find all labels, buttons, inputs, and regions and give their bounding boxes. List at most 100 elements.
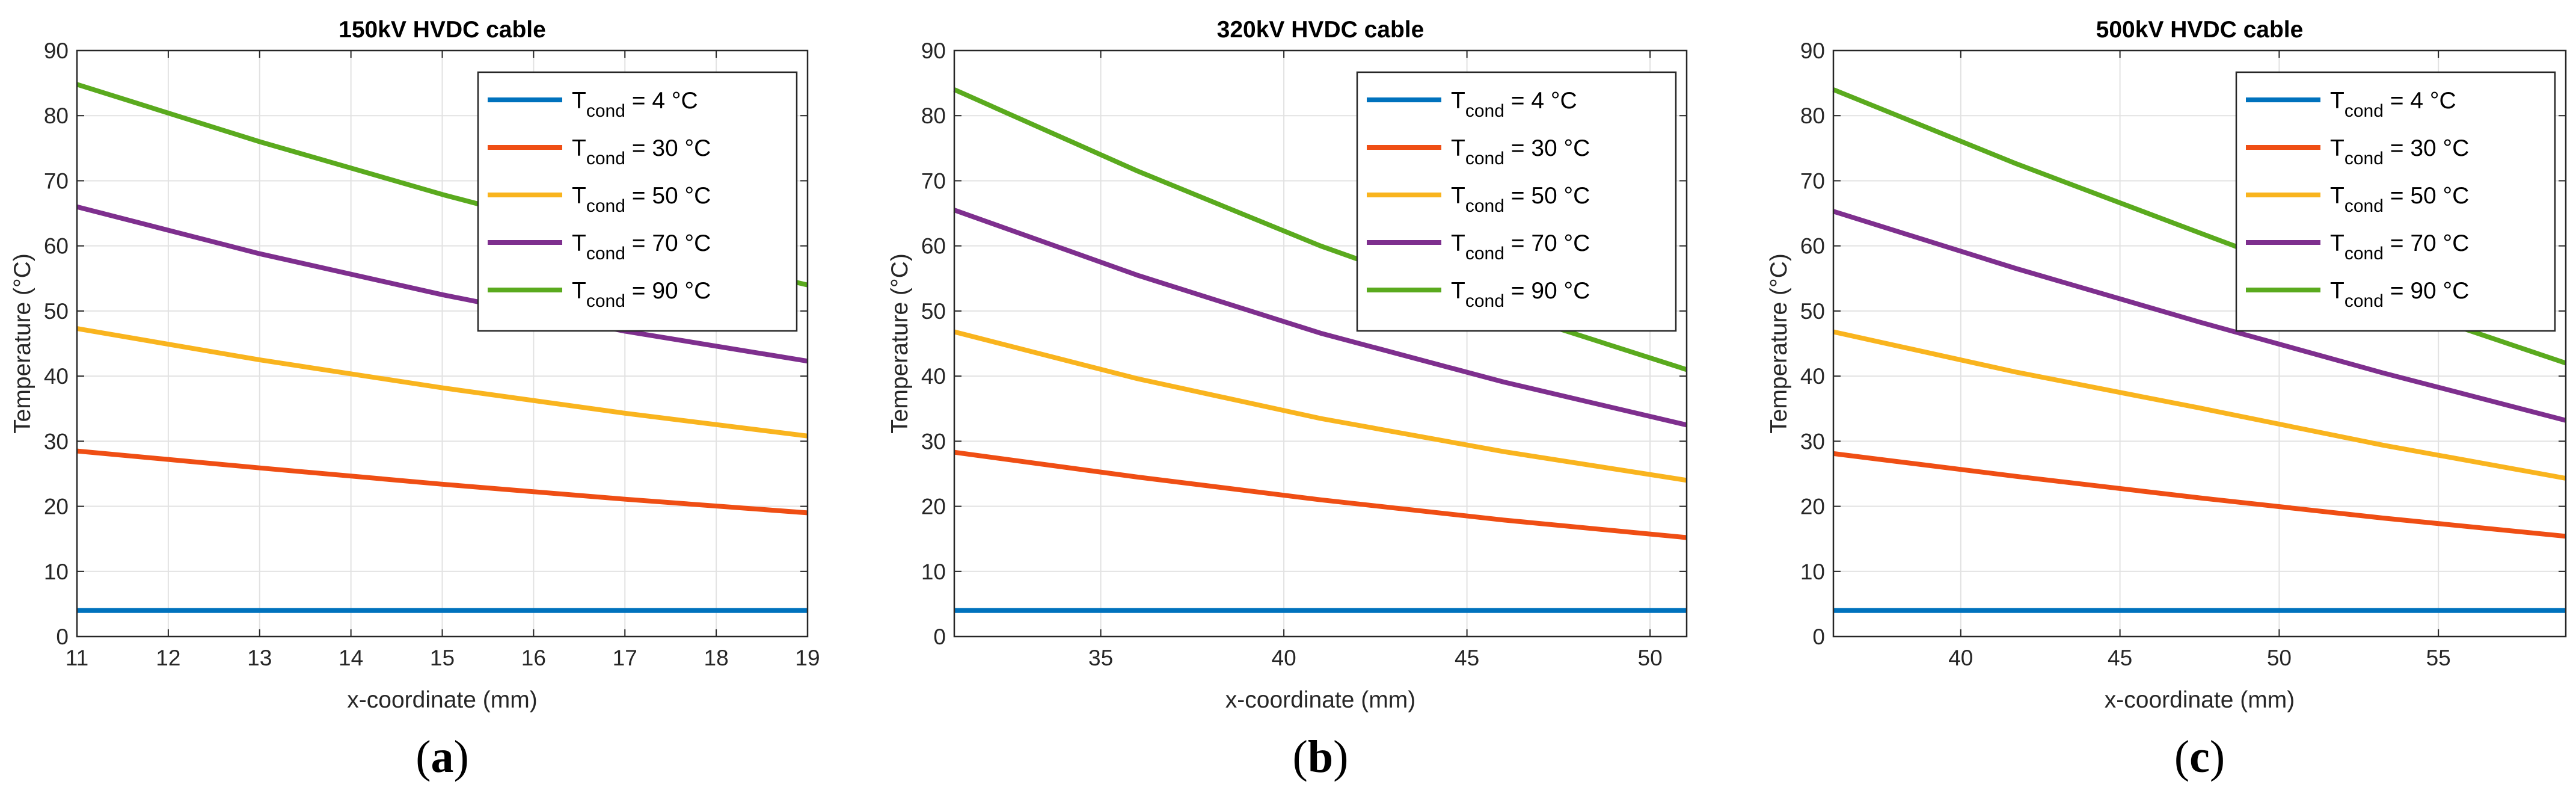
panel-label: (b) — [1293, 732, 1349, 782]
chart-panel-1: 0 10 20 30 40 50 60 70 80 90 11 12 13 14 15 16 17 18 19 150… — [10, 17, 820, 782]
panel-label-close: ) — [454, 732, 469, 782]
legend-label-prefix: T — [2330, 278, 2344, 304]
legend-label-value: = 30 °C — [2384, 135, 2469, 161]
y-tick-label: 50 — [1800, 299, 1825, 324]
legend-label-subscript: cond — [2344, 196, 2384, 216]
ticks: 0 10 20 30 40 50 60 70 80 90 11 12 13 14 15 16 17 18 19 — [44, 39, 820, 670]
x-tick-label: 11 — [66, 646, 88, 670]
legend-label-subscript: cond — [2344, 101, 2384, 121]
legend-label-value: = 30 °C — [1504, 135, 1590, 161]
legend-item: Tcond = 30 °C — [488, 135, 711, 168]
legend-label-prefix: T — [1451, 88, 1465, 114]
x-tick-label: 35 — [1088, 646, 1113, 670]
x-tick-label: 18 — [704, 646, 729, 670]
x-tick-label: 50 — [2267, 646, 2292, 670]
y-tick-label: 70 — [921, 168, 946, 193]
series-line-yellow — [76, 326, 808, 439]
panel-label-open: ( — [2174, 732, 2189, 782]
y-tick-label: 60 — [1800, 234, 1825, 259]
series-line-purple — [76, 204, 808, 364]
legend-label: Tcond = 4 °C — [1451, 88, 1577, 121]
legend-label: Tcond = 50 °C — [572, 183, 711, 216]
legend-label-value: = 4 °C — [1504, 88, 1577, 114]
legend-label-subscript: cond — [1465, 196, 1504, 216]
y-tick-label: 10 — [1800, 560, 1825, 584]
axes-box — [953, 49, 1688, 638]
x-tick-label: 45 — [1455, 646, 1479, 670]
x-tick-label: 19 — [795, 646, 820, 670]
chart-title: 500kV HVDC cable — [2096, 17, 2304, 43]
y-tick-label: 20 — [44, 495, 69, 519]
legend-label-subscript: cond — [1465, 244, 1504, 264]
legend-label-subscript: cond — [1465, 149, 1504, 168]
series-line-orange — [1833, 451, 2566, 539]
legend-item: Tcond = 4 °C — [1367, 88, 1577, 121]
legend-item: Tcond = 4 °C — [2246, 88, 2456, 121]
y-tick-label: 70 — [1800, 168, 1825, 193]
series-line-yellow — [1833, 329, 2566, 481]
y-tick-label: 80 — [1800, 103, 1825, 128]
x-tick-label: 40 — [1272, 646, 1296, 670]
series-line-orange — [76, 448, 808, 516]
y-tick-label: 20 — [921, 495, 946, 519]
y-tick-label: 40 — [1800, 364, 1825, 389]
x-tick-label: 40 — [1948, 646, 1973, 670]
y-tick-label: 60 — [921, 234, 946, 259]
y-tick-label: 0 — [1812, 625, 1825, 649]
x-tick-label: 16 — [521, 646, 546, 670]
legend-label: Tcond = 30 °C — [572, 135, 711, 168]
x-tick-label: 45 — [2108, 646, 2132, 670]
legend-label-value: = 30 °C — [625, 135, 711, 161]
legend-label-value: = 50 °C — [1504, 183, 1590, 209]
legend-label-prefix: T — [1451, 135, 1465, 161]
panel-label-letter: a — [431, 732, 454, 782]
x-tick-label: 13 — [247, 646, 272, 670]
legend-label-prefix: T — [572, 183, 586, 209]
legend-item: Tcond = 70 °C — [2246, 230, 2469, 264]
legend-label: Tcond = 50 °C — [2330, 183, 2469, 216]
x-tick-label: 14 — [339, 646, 363, 670]
legend-item: Tcond = 90 °C — [488, 278, 711, 311]
legend-label-value: = 70 °C — [2384, 230, 2469, 256]
y-tick-label: 90 — [44, 39, 69, 63]
panel-label: (a) — [416, 732, 469, 782]
panel-label-close: ) — [2210, 732, 2225, 782]
x-tick-label: 50 — [1638, 646, 1663, 670]
legend-label-prefix: T — [2330, 183, 2344, 209]
y-tick-label: 30 — [921, 429, 946, 454]
chart-panel-2: 0 10 20 30 40 50 60 70 80 90 35 40 45 50 320kV HVDC ca… — [887, 17, 1688, 782]
y-tick-label: 40 — [44, 364, 69, 389]
y-tick-label: 0 — [933, 625, 946, 649]
series-line-orange — [954, 449, 1687, 540]
series-line-purple — [953, 208, 1687, 428]
legend-item: Tcond = 30 °C — [1367, 135, 1590, 168]
y-tick-label: 60 — [44, 234, 69, 259]
y-tick-label: 0 — [56, 625, 69, 649]
legend-item: Tcond = 30 °C — [2246, 135, 2469, 168]
y-tick-label: 80 — [44, 103, 69, 128]
legend-label-value: = 70 °C — [625, 230, 711, 256]
legend-label: Tcond = 70 °C — [572, 230, 711, 264]
legend-label-subscript: cond — [586, 196, 625, 216]
legend-item: Tcond = 90 °C — [1367, 278, 1590, 311]
legend-label-prefix: T — [572, 88, 586, 114]
legend-label-value: = 4 °C — [625, 88, 698, 114]
y-tick-label: 90 — [921, 39, 946, 63]
y-tick-label: 50 — [921, 299, 946, 324]
legend-label-value: = 4 °C — [2384, 88, 2456, 114]
legend-label-prefix: T — [572, 230, 586, 256]
legend-label-subscript: cond — [1465, 291, 1504, 311]
series-line-purple — [1832, 209, 2567, 423]
panel-label-letter: c — [2189, 732, 2210, 782]
panel-label-letter: b — [1308, 732, 1333, 782]
chart-title: 320kV HVDC cable — [1217, 17, 1424, 43]
y-axis-label: Temperature (°C) — [1766, 253, 1792, 434]
y-tick-label: 30 — [44, 429, 69, 454]
legend-item: Tcond = 50 °C — [488, 183, 711, 216]
ticks: 0 10 20 30 40 50 60 70 80 90 35 40 45 50 — [921, 39, 1687, 670]
legend-label-subscript: cond — [586, 244, 625, 264]
